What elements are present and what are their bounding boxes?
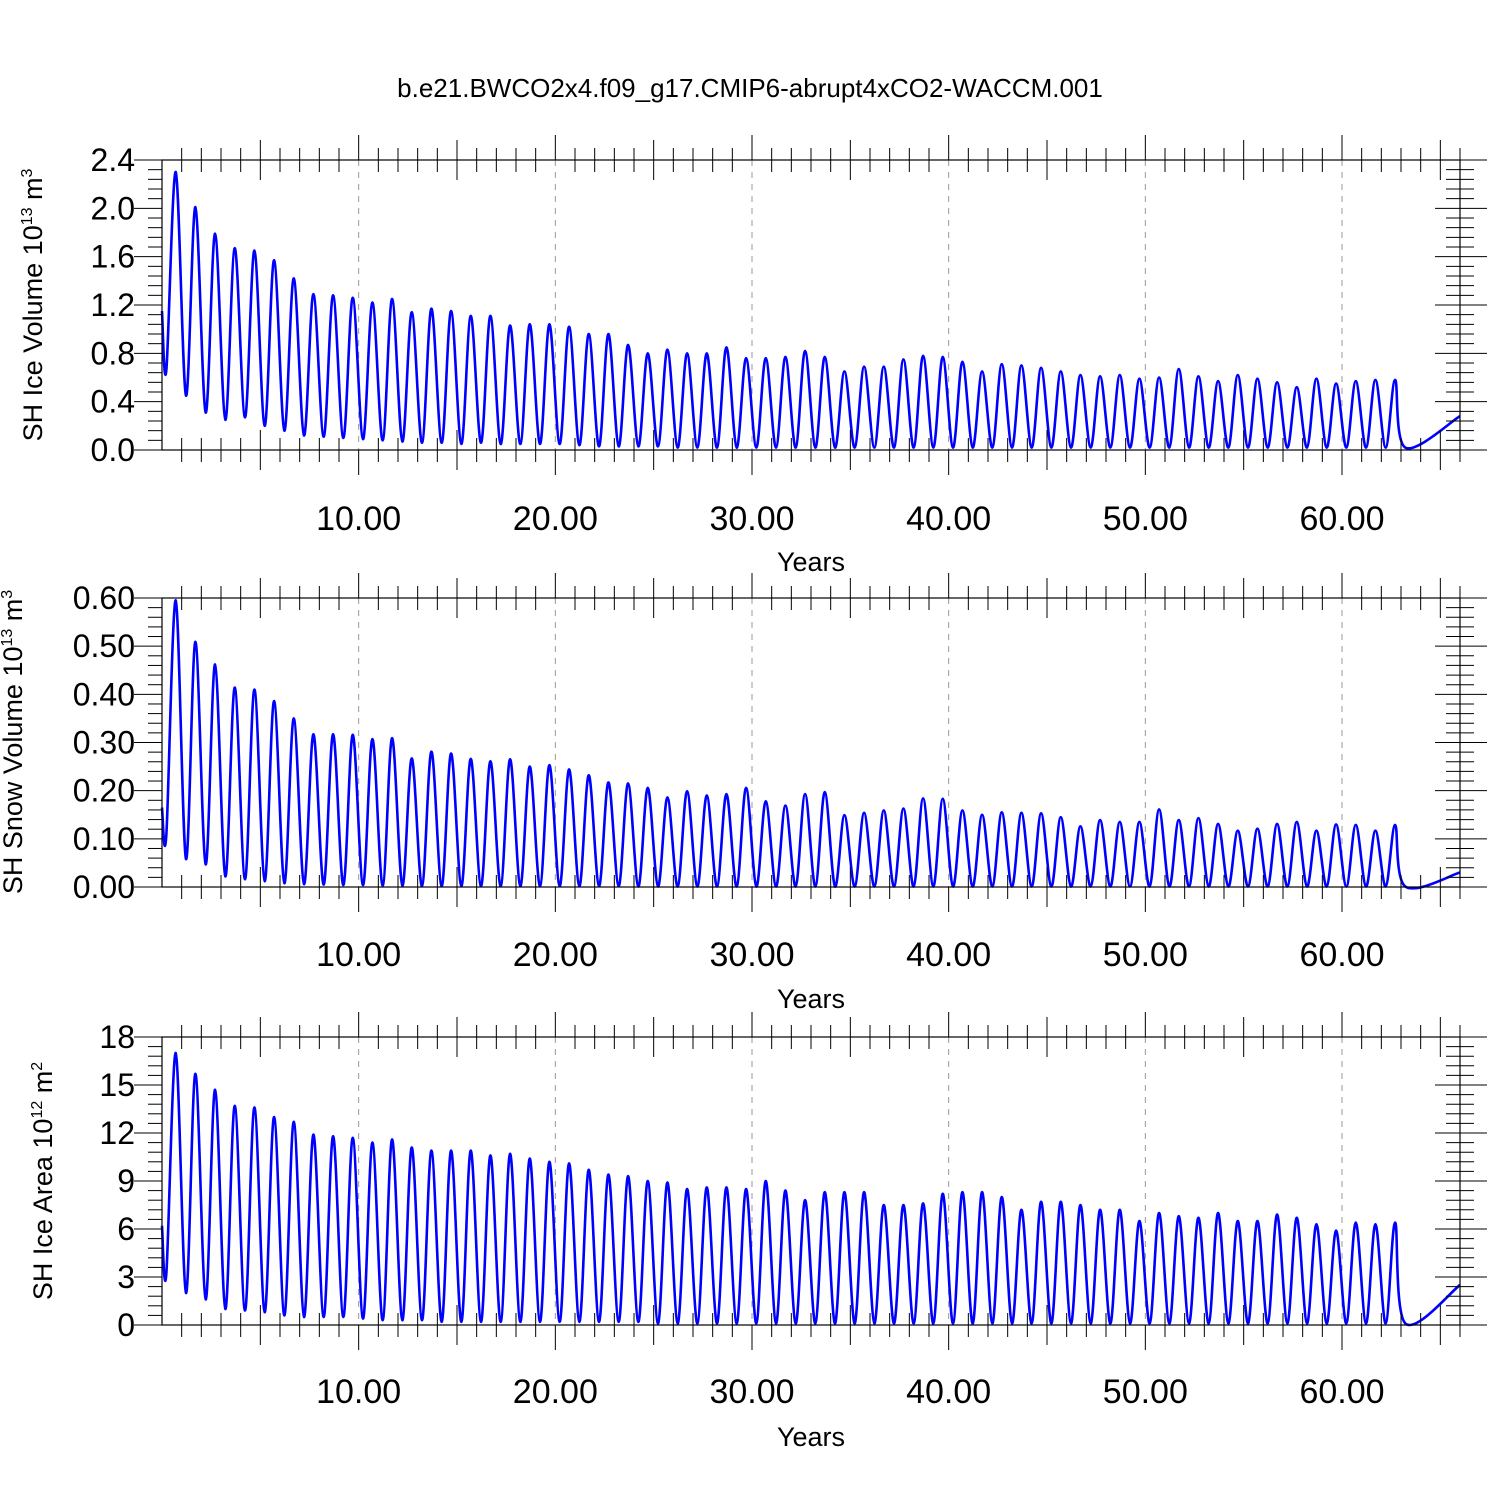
chart-panel-2: 0.00 0.10 0.20 0.30 0.40 0.50 0.60 10.00 20.00 30…	[0, 573, 1487, 1014]
x-tick-label: 20.00	[513, 936, 598, 974]
x-axis-label: Years	[777, 1422, 845, 1452]
x-tick-label: 20.00	[513, 1373, 598, 1411]
x-axis-label: Years	[777, 984, 845, 1014]
y-tick-label: 18	[99, 1019, 135, 1055]
x-axis-label: Years	[777, 547, 845, 577]
x-tick-label: 60.00	[1299, 500, 1384, 538]
figure-title: b.e21.BWCO2x4.f09_g17.CMIP6-abrupt4xCO2-…	[397, 73, 1103, 103]
y-tick-label: 6	[117, 1211, 135, 1247]
y-tick-label: 1.6	[91, 239, 135, 275]
chart-panel-1: 0.0 0.4 0.8 1.2 1.6 2.0 2.4 10.00 20.00 30.00 40.0…	[18, 135, 1487, 577]
y-tick-label: 0.4	[91, 384, 135, 420]
y-tick-label: 0.30	[73, 725, 135, 761]
y-axis-label: SH Ice Volume 1013 m3	[18, 168, 48, 441]
y-tick-label: 2.0	[91, 190, 135, 226]
y-tick-label: 9	[117, 1163, 135, 1199]
y-axis-label: SH Snow Volume 1013 m3	[0, 590, 28, 894]
y-tick-label: 3	[117, 1259, 135, 1295]
x-tick-label: 60.00	[1299, 936, 1384, 974]
x-tick-label: 20.00	[513, 500, 598, 538]
y-tick-label: 0.10	[73, 821, 135, 857]
x-tick-label: 60.00	[1299, 1373, 1384, 1411]
y-tick-label: 0.40	[73, 676, 135, 712]
series-line	[160, 599, 1461, 890]
x-tick-label: 50.00	[1103, 936, 1188, 974]
x-tick-label: 40.00	[906, 500, 991, 538]
x-tick-label: 10.00	[316, 1373, 401, 1411]
y-tick-label: 12	[99, 1115, 135, 1151]
y-tick-label: 1.2	[91, 287, 135, 323]
y-tick-label: 0.00	[73, 869, 135, 905]
x-tick-label: 50.00	[1103, 500, 1188, 538]
y-tick-label: 0.8	[91, 335, 135, 371]
y-tick-label: 0	[117, 1307, 135, 1343]
y-tick-label: 0.0	[91, 432, 135, 468]
x-tick-label: 30.00	[709, 1373, 794, 1411]
y-axis-label: SH Ice Area 1012 m2	[28, 1062, 58, 1300]
series-line	[160, 170, 1461, 450]
x-tick-label: 10.00	[316, 500, 401, 538]
x-tick-label: 40.00	[906, 936, 991, 974]
y-tick-label: 2.4	[91, 142, 135, 178]
series-line	[160, 1051, 1461, 1327]
x-tick-label: 30.00	[709, 936, 794, 974]
x-tick-label: 40.00	[906, 1373, 991, 1411]
y-tick-label: 15	[99, 1067, 135, 1103]
x-tick-label: 30.00	[709, 500, 794, 538]
x-tick-label: 10.00	[316, 936, 401, 974]
chart-panel-3: 0 3 6 9 12 15 18 10.00 20.00 30.00 40.00 50.00 60.00…	[28, 1012, 1487, 1452]
x-tick-label: 50.00	[1103, 1373, 1188, 1411]
y-tick-label: 0.20	[73, 773, 135, 809]
y-tick-label: 0.60	[73, 580, 135, 616]
y-tick-label: 0.50	[73, 628, 135, 664]
